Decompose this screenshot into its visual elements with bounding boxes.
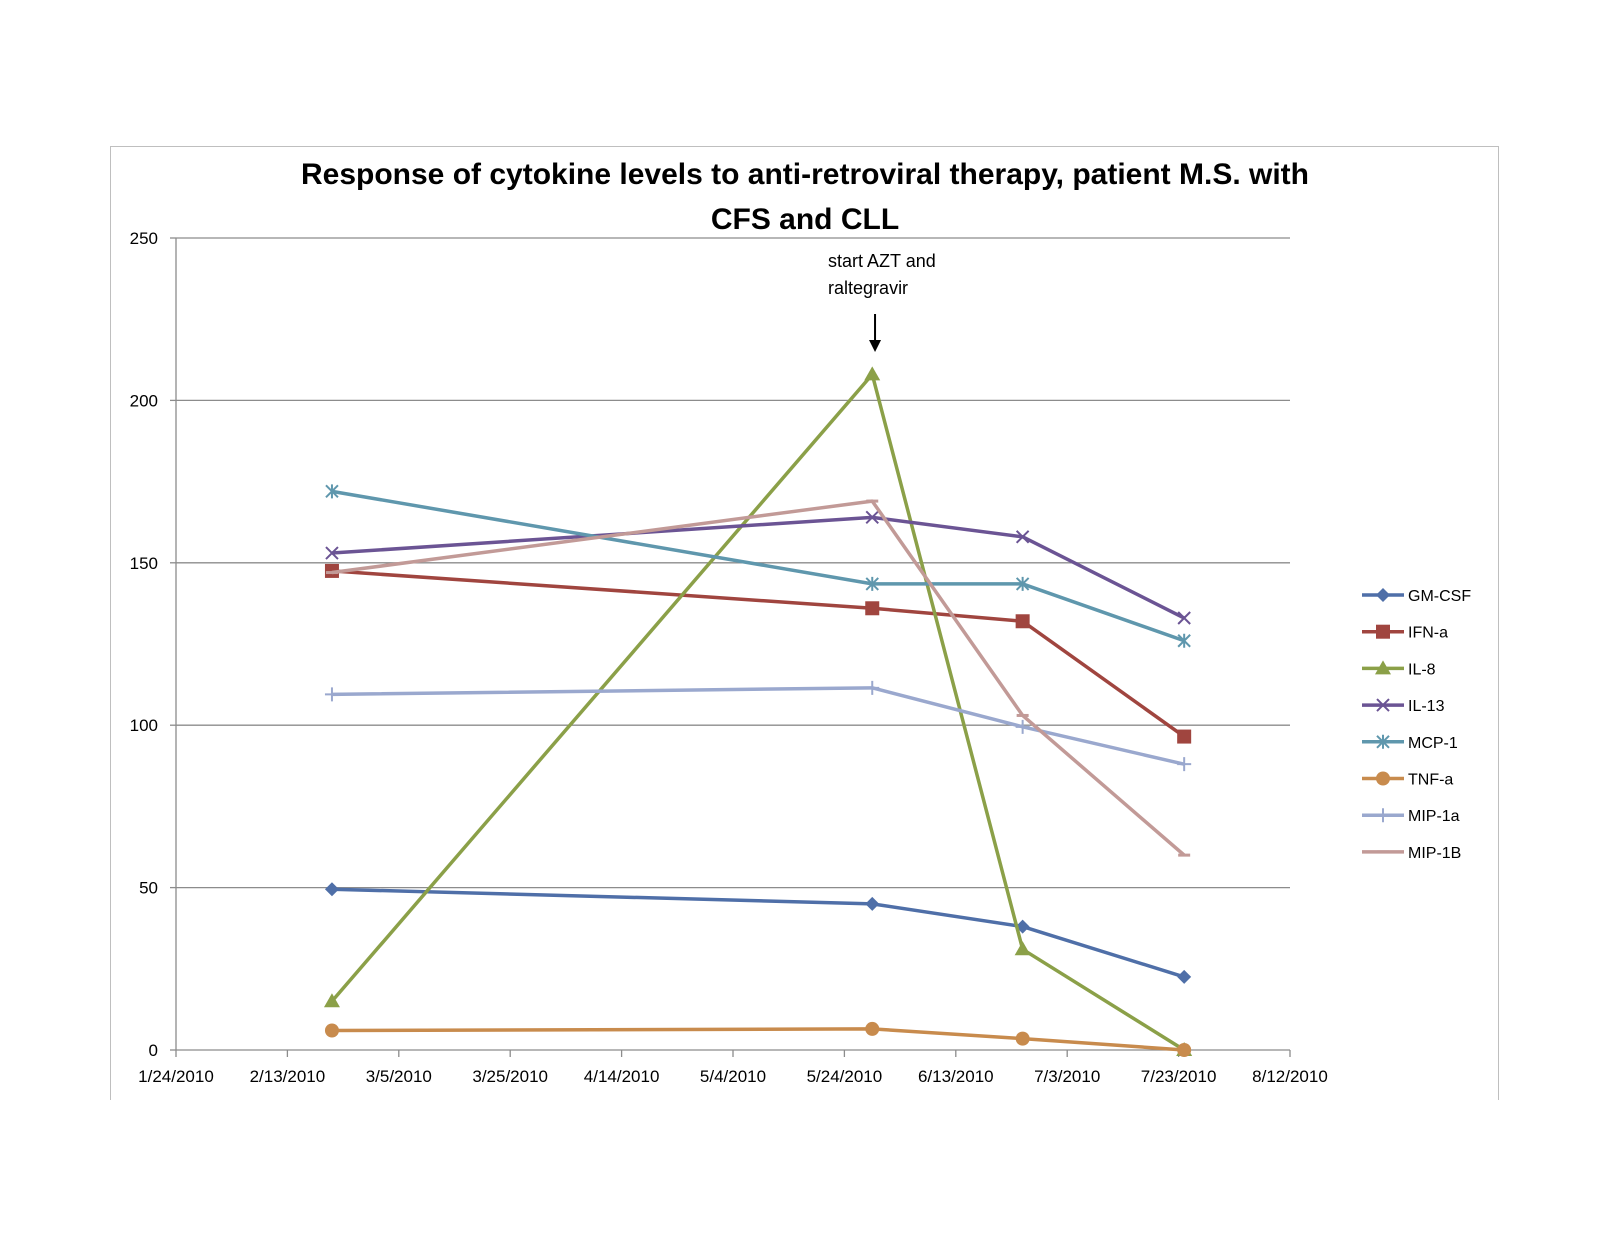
x-tick-label: 6/13/2010	[918, 1067, 994, 1086]
legend-marker	[1376, 771, 1390, 786]
gridlines	[176, 237, 1290, 889]
data-point	[324, 687, 339, 702]
data-point	[865, 1021, 880, 1036]
chart-frame	[110, 146, 1499, 1100]
x-tick-label: 3/5/2010	[366, 1067, 432, 1086]
data-point	[1177, 1043, 1192, 1057]
annotation-text: start AZT and	[828, 251, 936, 271]
y-tick-label: 50	[139, 879, 158, 898]
annotation: start AZT and raltegravir	[828, 251, 936, 352]
data-point	[865, 601, 880, 616]
series-il-8	[323, 366, 1193, 1056]
legend-item-mip-1a: MIP-1a	[1362, 808, 1460, 825]
series-line	[331, 515, 1185, 620]
data-point	[865, 680, 880, 695]
data-point	[864, 366, 881, 381]
data-point	[1177, 969, 1192, 984]
legend-item-tnf-a: TNF-a	[1362, 771, 1453, 789]
axes: 0 50 100 150 200 250 1/24/2010 2/13/2010 3/5/201…	[130, 229, 1328, 1086]
data-point	[325, 546, 339, 560]
series-lines	[323, 366, 1193, 1057]
series-line	[330, 372, 1186, 1052]
data-point	[324, 882, 339, 897]
legend-label: IFN-a	[1408, 625, 1448, 642]
series-line	[331, 1027, 1185, 1052]
legend-label: TNF-a	[1408, 772, 1453, 789]
annotation-arrow-head	[869, 340, 882, 352]
legend: GM-CSF IFN-a IL-8 IL-13 MCP-1 TNF-a MIP-1a MIP-…	[1362, 588, 1471, 862]
legend-label: GM-CSF	[1408, 588, 1471, 605]
legend-label: IL-13	[1408, 698, 1445, 715]
legend-marker	[1376, 588, 1390, 602]
data-point	[1015, 576, 1030, 591]
data-point	[324, 1023, 339, 1038]
data-point	[1015, 719, 1030, 734]
legend-item-gm-csf: GM-CSF	[1362, 588, 1471, 605]
series-line	[331, 489, 1185, 643]
series-line	[331, 569, 1186, 738]
series-mip-1b	[325, 499, 1191, 857]
data-point	[1177, 757, 1192, 772]
legend-item-il-8: IL-8	[1362, 660, 1436, 678]
x-tick-label: 8/12/2010	[1252, 1067, 1328, 1086]
chart-title: Response of cytokine levels to anti-retr…	[301, 158, 1309, 236]
data-point	[1177, 729, 1192, 744]
legend-marker	[1376, 624, 1390, 639]
annotation-text: raltegravir	[828, 278, 908, 298]
x-tick-label: 5/24/2010	[807, 1067, 883, 1086]
x-tick-label: 7/3/2010	[1034, 1067, 1100, 1086]
y-tick-label: 150	[130, 554, 158, 573]
y-tick-label: 250	[130, 229, 158, 248]
data-point	[1015, 1031, 1030, 1046]
title-line: Response of cytokine levels to anti-retr…	[301, 158, 1309, 191]
legend-label: MCP-1	[1408, 735, 1458, 752]
y-tick-label: 100	[130, 716, 158, 735]
data-point	[1177, 611, 1191, 625]
series-mip-1a	[324, 680, 1192, 772]
data-point	[1015, 614, 1030, 629]
x-tick-label: 3/25/2010	[472, 1067, 548, 1086]
x-tick-label: 2/13/2010	[250, 1067, 326, 1086]
legend-label: MIP-1B	[1408, 845, 1461, 862]
data-point	[323, 993, 340, 1008]
y-tick-label: 200	[130, 391, 158, 410]
title-line: CFS and CLL	[711, 203, 899, 236]
data-point	[865, 896, 880, 911]
legend-label: IL-8	[1408, 661, 1436, 678]
legend-item-il-13: IL-13	[1362, 698, 1445, 715]
legend-marker	[1376, 808, 1390, 823]
series-line	[331, 686, 1185, 766]
data-point	[1015, 530, 1030, 544]
series-line	[331, 499, 1186, 857]
legend-item-mip-1b: MIP-1B	[1362, 845, 1461, 862]
data-point	[865, 576, 879, 591]
series-gm-csf	[324, 882, 1192, 984]
x-tick-label: 1/24/2010	[138, 1067, 214, 1086]
legend-marker	[1375, 660, 1391, 675]
legend-label: MIP-1a	[1408, 808, 1460, 825]
data-point	[865, 510, 879, 525]
y-tick-label: 0	[149, 1041, 158, 1060]
series-tnf-a	[324, 1021, 1192, 1057]
x-tick-label: 4/14/2010	[584, 1067, 660, 1086]
data-point	[1177, 633, 1191, 648]
x-tick-label: 5/4/2010	[700, 1067, 766, 1086]
legend-marker	[1376, 734, 1390, 749]
series-line	[331, 887, 1185, 979]
series-ifn-a	[324, 563, 1192, 744]
data-point	[1014, 941, 1031, 956]
legend-item-ifn-a: IFN-a	[1362, 624, 1448, 642]
x-tick-label: 7/23/2010	[1141, 1067, 1217, 1086]
data-point	[325, 484, 339, 499]
legend-item-mcp-1: MCP-1	[1362, 735, 1458, 752]
series-il-13	[325, 510, 1191, 625]
legend-marker	[1376, 698, 1390, 712]
